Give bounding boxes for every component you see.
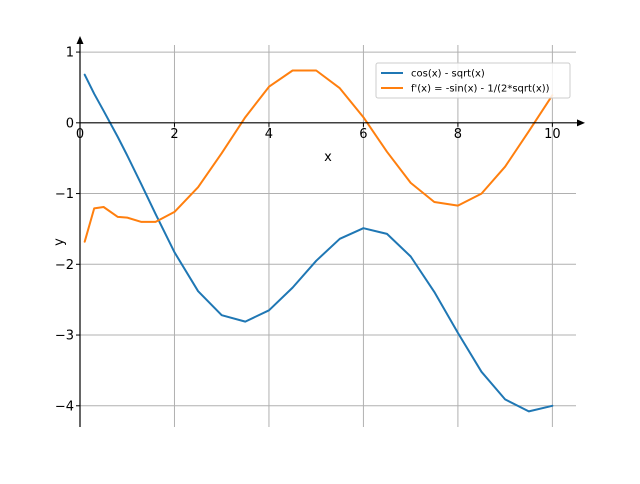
legend-label-2: f'(x) = -sin(x) - 1/(2*sqrt(x)) xyxy=(411,84,550,95)
axes-layer xyxy=(76,36,585,427)
y-tick-label-2: −1 xyxy=(55,187,74,202)
legend-box xyxy=(375,62,571,99)
grid-layer xyxy=(80,45,576,427)
x-tick-label-5: 10 xyxy=(544,127,561,142)
x-axis-label: x xyxy=(324,150,332,165)
x-tick-label-0: 0 xyxy=(76,127,84,142)
y-axis-arrow xyxy=(76,36,84,44)
y-tick-label-0: 1 xyxy=(66,46,74,61)
series-layer xyxy=(83,69,554,413)
series-line-2 xyxy=(83,69,554,243)
y-tick-label-5: −4 xyxy=(55,399,74,414)
legend-label-1: cos(x) - sqrt(x) xyxy=(411,69,485,80)
x-tick-label-3: 6 xyxy=(359,127,367,142)
series-line-1 xyxy=(83,73,554,413)
x-tick-label-1: 2 xyxy=(170,127,178,142)
x-axis-arrow xyxy=(577,119,585,127)
y-axis-label: y xyxy=(52,238,67,246)
legend: cos(x) - sqrt(x) f'(x) = -sin(x) - 1/(2*s… xyxy=(375,62,571,99)
y-tick-label-3: −2 xyxy=(55,258,74,273)
x-tick-label-4: 8 xyxy=(454,127,462,142)
y-tick-label-4: −3 xyxy=(55,329,74,344)
y-tick-label-1: 0 xyxy=(66,116,74,131)
x-tick-label-2: 4 xyxy=(265,127,273,142)
